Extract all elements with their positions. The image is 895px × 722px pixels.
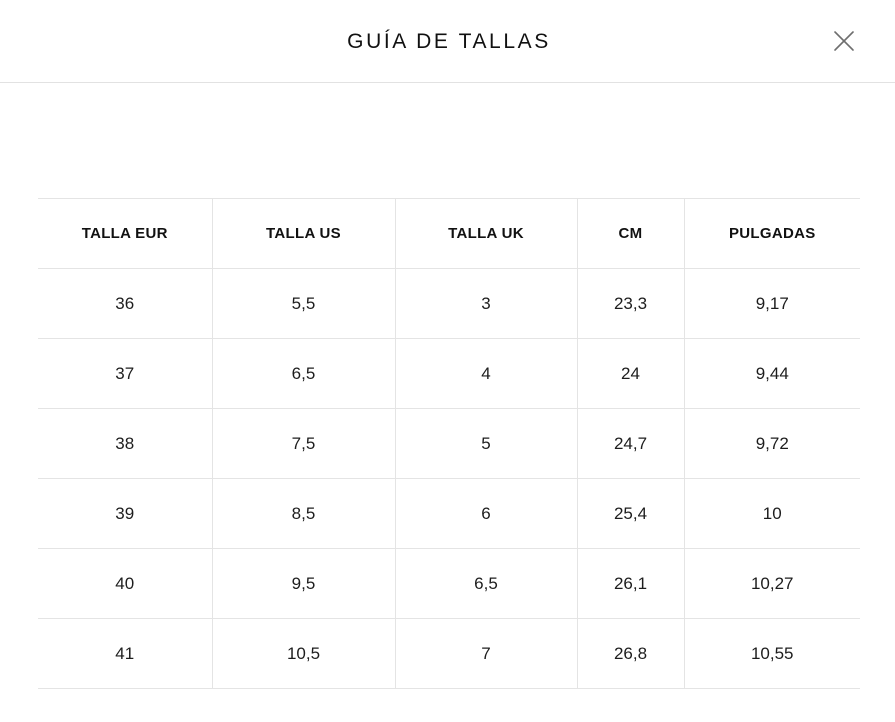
cell-cm: 23,3 (577, 268, 685, 339)
modal-body: TALLA EUR TALLA US TALLA UK CM PULGADAS … (0, 83, 895, 722)
table-row: 41 10,5 7 26,8 10,55 (38, 618, 860, 689)
modal-header: GUÍA DE TALLAS (0, 0, 895, 83)
cell-cm: 25,4 (577, 478, 685, 549)
table-row: 40 9,5 6,5 26,1 10,27 (38, 548, 860, 619)
table-row: 38 7,5 5 24,7 9,72 (38, 408, 860, 479)
size-table-wrapper: TALLA EUR TALLA US TALLA UK CM PULGADAS … (38, 198, 860, 689)
close-icon (833, 30, 855, 52)
table-row: 39 8,5 6 25,4 10 (38, 478, 860, 549)
cell-talla-uk: 3 (395, 268, 578, 339)
cell-pulgadas: 9,72 (684, 408, 860, 479)
column-header-talla-uk: TALLA UK (395, 198, 578, 269)
table-row: 37 6,5 4 24 9,44 (38, 338, 860, 409)
column-header-cm: CM (577, 198, 685, 269)
cell-cm: 24,7 (577, 408, 685, 479)
cell-cm: 26,8 (577, 618, 685, 689)
cell-talla-us: 5,5 (212, 268, 396, 339)
cell-talla-us: 7,5 (212, 408, 396, 479)
cell-cm: 26,1 (577, 548, 685, 619)
cell-talla-eur: 41 (38, 618, 213, 689)
size-conversion-table: TALLA EUR TALLA US TALLA UK CM PULGADAS … (38, 198, 860, 689)
column-header-talla-us: TALLA US (212, 198, 396, 269)
cell-talla-uk: 4 (395, 338, 578, 409)
page-title: GUÍA DE TALLAS (347, 29, 551, 53)
cell-talla-us: 10,5 (212, 618, 396, 689)
cell-talla-us: 8,5 (212, 478, 396, 549)
cell-talla-eur: 36 (38, 268, 213, 339)
cell-pulgadas: 9,44 (684, 338, 860, 409)
cell-talla-eur: 37 (38, 338, 213, 409)
table-body: 36 5,5 3 23,3 9,17 37 6,5 4 24 9,44 (38, 268, 860, 689)
cell-talla-uk: 6 (395, 478, 578, 549)
column-header-pulgadas: PULGADAS (684, 198, 860, 269)
cell-talla-eur: 39 (38, 478, 213, 549)
cell-pulgadas: 9,17 (684, 268, 860, 339)
cell-talla-us: 9,5 (212, 548, 396, 619)
cell-talla-eur: 38 (38, 408, 213, 479)
cell-pulgadas: 10,55 (684, 618, 860, 689)
table-row: 36 5,5 3 23,3 9,17 (38, 268, 860, 339)
cell-talla-uk: 7 (395, 618, 578, 689)
cell-pulgadas: 10,27 (684, 548, 860, 619)
table-header-row: TALLA EUR TALLA US TALLA UK CM PULGADAS (38, 198, 860, 269)
cell-talla-us: 6,5 (212, 338, 396, 409)
cell-talla-eur: 40 (38, 548, 213, 619)
cell-pulgadas: 10 (684, 478, 860, 549)
cell-cm: 24 (577, 338, 685, 409)
cell-talla-uk: 6,5 (395, 548, 578, 619)
cell-talla-uk: 5 (395, 408, 578, 479)
close-button[interactable] (823, 20, 865, 62)
table-header: TALLA EUR TALLA US TALLA UK CM PULGADAS (38, 198, 860, 269)
column-header-talla-eur: TALLA EUR (38, 198, 213, 269)
